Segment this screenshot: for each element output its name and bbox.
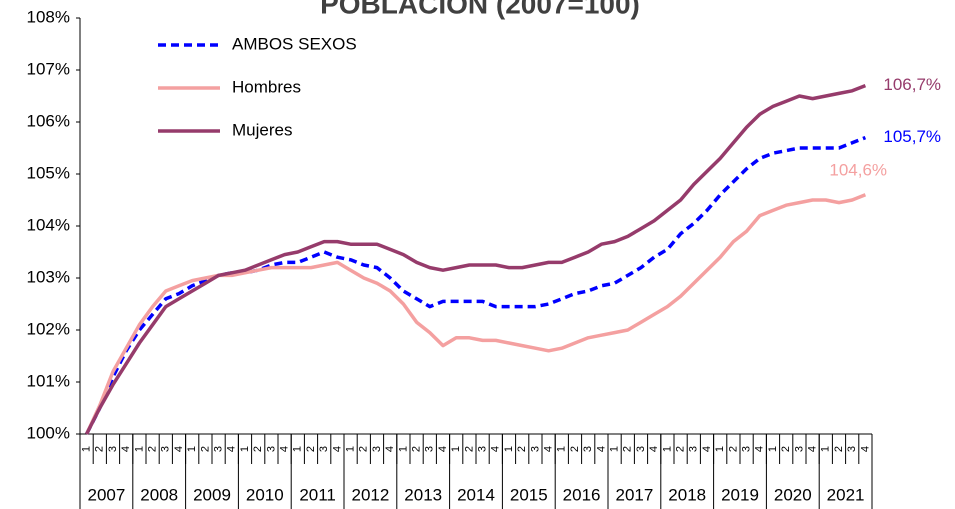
x-tick-label: 4 [595, 446, 607, 452]
value-label: 104,6% [829, 160, 887, 179]
x-tick-label: 3 [477, 446, 489, 452]
x-tick-label: 1 [609, 446, 621, 452]
x-tick-label: 4 [701, 446, 713, 452]
year-label: 2014 [457, 485, 495, 504]
y-tick-label: 100% [27, 423, 70, 442]
x-tick-label: 3 [741, 446, 753, 452]
legend-label: Hombres [232, 77, 301, 96]
x-tick-label: 4 [120, 446, 132, 452]
year-label: 2008 [140, 485, 178, 504]
year-label: 2021 [827, 485, 865, 504]
x-tick-label: 3 [160, 446, 172, 452]
x-tick-label: 3 [213, 446, 225, 452]
x-tick-label: 4 [384, 446, 396, 452]
x-tick-label: 2 [199, 446, 211, 452]
x-tick-label: 3 [635, 446, 647, 452]
series-line [85, 83, 867, 435]
y-tick-label: 102% [27, 319, 70, 338]
x-tick-label: 3 [793, 446, 805, 452]
y-tick-label: 108% [27, 7, 70, 26]
y-tick-label: 105% [27, 163, 70, 182]
x-tick-label: 4 [754, 446, 766, 452]
year-label: 2020 [774, 485, 812, 504]
x-tick-label: 4 [331, 446, 343, 452]
legend-label: Mujeres [232, 120, 292, 139]
year-label: 2011 [299, 485, 336, 504]
x-tick-label: 3 [424, 446, 436, 452]
x-tick-label: 1 [503, 446, 515, 452]
x-tick-label: 2 [147, 446, 159, 452]
x-tick-label: 3 [318, 446, 330, 452]
x-tick-label: 2 [411, 446, 423, 452]
x-tick-label: 2 [463, 446, 475, 452]
x-tick-label: 4 [490, 446, 502, 452]
x-tick-label: 1 [397, 446, 409, 452]
year-label: 2017 [615, 485, 653, 504]
y-tick-label: 107% [27, 59, 70, 78]
x-tick-label: 2 [622, 446, 634, 452]
year-label: 2016 [563, 485, 601, 504]
year-label: 2010 [246, 485, 284, 504]
y-tick-label: 103% [27, 267, 70, 286]
x-tick-label: 4 [648, 446, 660, 452]
x-tick-label: 2 [252, 446, 264, 452]
x-tick-label: 4 [859, 446, 871, 452]
x-tick-label: 3 [582, 446, 594, 452]
year-label: 2015 [510, 485, 548, 504]
x-tick-label: 4 [807, 446, 819, 452]
x-tick-label: 2 [727, 446, 739, 452]
value-label: 106,7% [883, 75, 941, 94]
year-label: 2009 [193, 485, 231, 504]
x-tick-label: 1 [661, 446, 673, 452]
year-label: 2019 [721, 485, 759, 504]
x-tick-label: 1 [133, 446, 145, 452]
year-label: 2018 [668, 485, 706, 504]
x-tick-label: 3 [371, 446, 383, 452]
x-tick-label: 3 [688, 446, 700, 452]
x-tick-label: 2 [675, 446, 687, 452]
y-tick-label: 101% [27, 371, 70, 390]
x-tick-label: 3 [265, 446, 277, 452]
legend-label: AMBOS SEXOS [232, 34, 357, 53]
x-tick-label: 3 [846, 446, 858, 452]
x-tick-label: 2 [305, 446, 317, 452]
x-tick-label: 2 [516, 446, 528, 452]
x-tick-label: 2 [569, 446, 581, 452]
x-tick-label: 3 [107, 446, 119, 452]
x-tick-label: 1 [292, 446, 304, 452]
x-tick-label: 1 [820, 446, 832, 452]
x-tick-label: 4 [279, 446, 291, 452]
x-tick-label: 3 [529, 446, 541, 452]
x-tick-label: 1 [81, 446, 93, 452]
x-tick-label: 4 [437, 446, 449, 452]
x-tick-label: 1 [714, 446, 726, 452]
year-label: 2012 [351, 485, 389, 504]
x-tick-label: 4 [543, 446, 555, 452]
x-tick-label: 1 [239, 446, 251, 452]
x-tick-label: 2 [358, 446, 370, 452]
x-tick-label: 4 [226, 446, 238, 452]
x-tick-label: 1 [767, 446, 779, 452]
x-tick-label: 1 [450, 446, 462, 452]
x-tick-label: 2 [833, 446, 845, 452]
series-line [85, 193, 867, 435]
y-tick-label: 104% [27, 215, 70, 234]
y-tick-label: 106% [27, 111, 70, 130]
x-tick-label: 1 [345, 446, 357, 452]
value-label: 105,7% [883, 127, 941, 146]
chart-title: POBLACIÓN (2007=100) [320, 0, 640, 19]
year-label: 2007 [87, 485, 125, 504]
x-tick-label: 2 [780, 446, 792, 452]
x-tick-label: 4 [173, 446, 185, 452]
x-tick-label: 1 [186, 446, 198, 452]
x-tick-label: 2 [94, 446, 106, 452]
x-tick-label: 1 [556, 446, 568, 452]
year-label: 2013 [404, 485, 442, 504]
